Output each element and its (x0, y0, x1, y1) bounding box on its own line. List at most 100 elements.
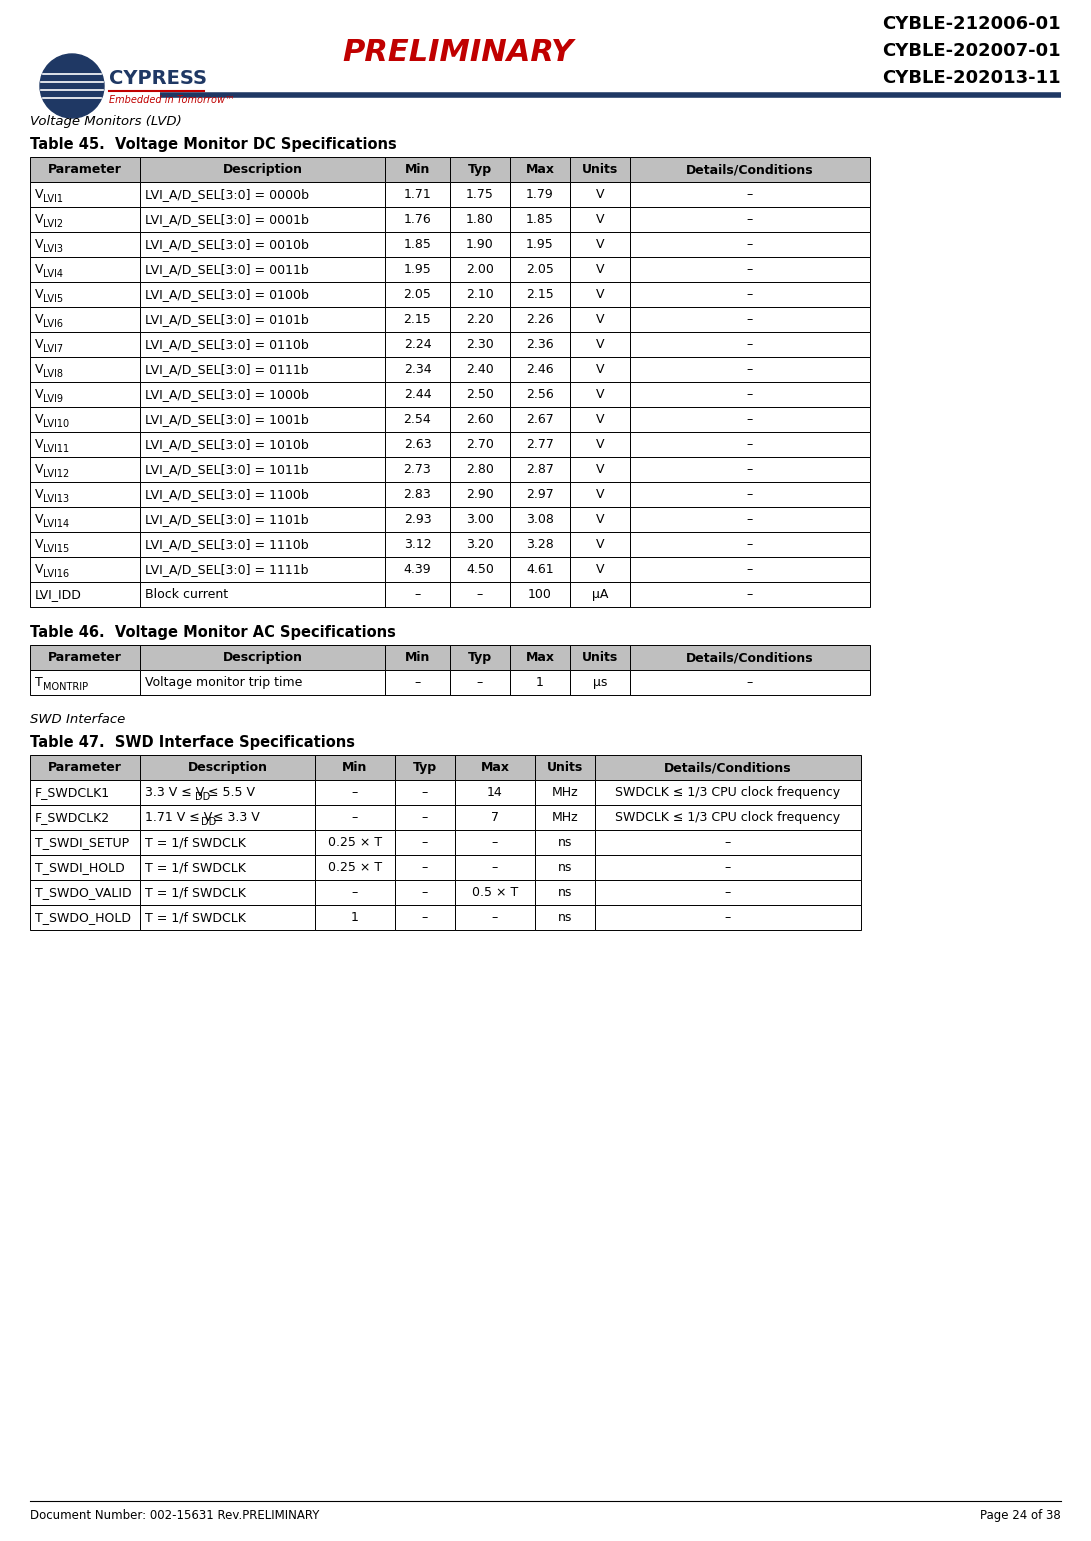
Bar (29, 358, 140, 382)
Text: –: – (747, 364, 753, 376)
Bar (140, 358, 385, 382)
Bar (570, 532, 630, 556)
Text: LVI_A/D_SEL[3:0] = 0101b: LVI_A/D_SEL[3:0] = 0101b (145, 313, 309, 327)
Bar (630, 182, 870, 206)
Text: Max: Max (526, 163, 554, 176)
Text: LVI5: LVI5 (43, 293, 63, 304)
Bar (630, 556, 870, 582)
Bar (29, 804, 140, 831)
Circle shape (40, 54, 104, 119)
Text: –: – (747, 513, 753, 525)
Text: CYBLE-212006-01: CYBLE-212006-01 (883, 15, 1062, 32)
Bar (449, 431, 509, 458)
Bar (385, 532, 449, 556)
Text: 1: 1 (536, 676, 544, 689)
Text: μA: μA (591, 589, 608, 601)
Text: 2.87: 2.87 (526, 462, 554, 476)
Text: Max: Max (526, 650, 554, 664)
Text: F_SWDCLK1: F_SWDCLK1 (35, 786, 110, 798)
Bar (630, 307, 870, 331)
Bar (570, 482, 630, 507)
Bar (455, 755, 535, 780)
Text: V: V (35, 388, 44, 401)
Text: T_SWDO_HOLD: T_SWDO_HOLD (35, 911, 131, 925)
Bar (509, 407, 570, 431)
Bar (535, 804, 595, 831)
Bar (509, 307, 570, 331)
Bar (570, 182, 630, 206)
Text: 1.85: 1.85 (404, 237, 431, 251)
Text: LVI_A/D_SEL[3:0] = 0100b: LVI_A/D_SEL[3:0] = 0100b (145, 288, 309, 300)
Text: –: – (477, 589, 483, 601)
Bar (29, 532, 140, 556)
Text: –: – (747, 237, 753, 251)
Text: LVI_A/D_SEL[3:0] = 1111b: LVI_A/D_SEL[3:0] = 1111b (145, 562, 309, 576)
Text: T = 1/f SWDCLK: T = 1/f SWDCLK (145, 861, 245, 874)
Bar (509, 206, 570, 233)
Bar (140, 431, 385, 458)
Text: 3.20: 3.20 (466, 538, 494, 552)
Bar (140, 407, 385, 431)
Text: PRELIMINARY: PRELIMINARY (343, 37, 574, 66)
Text: –: – (747, 562, 753, 576)
Bar (315, 804, 395, 831)
Text: V: V (596, 438, 604, 452)
Text: LVI10: LVI10 (43, 419, 69, 428)
Bar (449, 382, 509, 407)
Bar (29, 582, 140, 607)
Text: LVI_A/D_SEL[3:0] = 0011b: LVI_A/D_SEL[3:0] = 0011b (145, 264, 309, 276)
Text: 2.05: 2.05 (404, 288, 431, 300)
Bar (449, 157, 509, 182)
Text: SWDCLK ≤ 1/3 CPU clock frequency: SWDCLK ≤ 1/3 CPU clock frequency (615, 786, 840, 798)
Bar (315, 755, 395, 780)
Text: –: – (747, 538, 753, 552)
Text: –: – (747, 488, 753, 501)
Text: LVI_A/D_SEL[3:0] = 1010b: LVI_A/D_SEL[3:0] = 1010b (145, 438, 309, 452)
Bar (570, 282, 630, 307)
Text: –: – (747, 337, 753, 351)
Bar (630, 206, 870, 233)
Bar (449, 670, 509, 695)
Bar (385, 458, 449, 482)
Text: 2.20: 2.20 (466, 313, 494, 327)
Text: Typ: Typ (412, 761, 437, 774)
Bar (509, 431, 570, 458)
Text: DD: DD (195, 792, 211, 801)
Text: V: V (35, 313, 44, 327)
Text: LVI_A/D_SEL[3:0] = 1011b: LVI_A/D_SEL[3:0] = 1011b (145, 462, 309, 476)
Text: Typ: Typ (468, 650, 492, 664)
Text: V: V (596, 562, 604, 576)
Bar (509, 507, 570, 532)
Bar (570, 507, 630, 532)
Text: V: V (596, 388, 604, 401)
Text: 4.50: 4.50 (466, 562, 494, 576)
Text: –: – (492, 911, 499, 925)
Text: 1.75: 1.75 (466, 188, 494, 200)
Text: LVI7: LVI7 (43, 344, 63, 353)
Bar (509, 646, 570, 670)
Text: LVI6: LVI6 (43, 319, 63, 328)
Text: Embedded in Tomorrow™: Embedded in Tomorrow™ (109, 96, 235, 105)
Bar (385, 307, 449, 331)
Bar (509, 233, 570, 257)
Bar (385, 182, 449, 206)
Text: –: – (724, 886, 731, 898)
Text: 2.73: 2.73 (404, 462, 431, 476)
Bar (140, 507, 385, 532)
Text: T = 1/f SWDCLK: T = 1/f SWDCLK (145, 837, 245, 849)
Bar (395, 880, 455, 905)
Bar (535, 831, 595, 855)
Bar (455, 880, 535, 905)
Text: LVI_A/D_SEL[3:0] = 1110b: LVI_A/D_SEL[3:0] = 1110b (145, 538, 309, 552)
Text: 0.25 × T: 0.25 × T (328, 837, 382, 849)
Bar (385, 157, 449, 182)
Text: T = 1/f SWDCLK: T = 1/f SWDCLK (145, 911, 245, 925)
Text: 2.30: 2.30 (466, 337, 494, 351)
Bar (29, 780, 140, 804)
Bar (509, 382, 570, 407)
Bar (449, 507, 509, 532)
Text: –: – (477, 676, 483, 689)
Bar (315, 831, 395, 855)
Text: 2.05: 2.05 (526, 264, 554, 276)
Bar (29, 331, 140, 358)
